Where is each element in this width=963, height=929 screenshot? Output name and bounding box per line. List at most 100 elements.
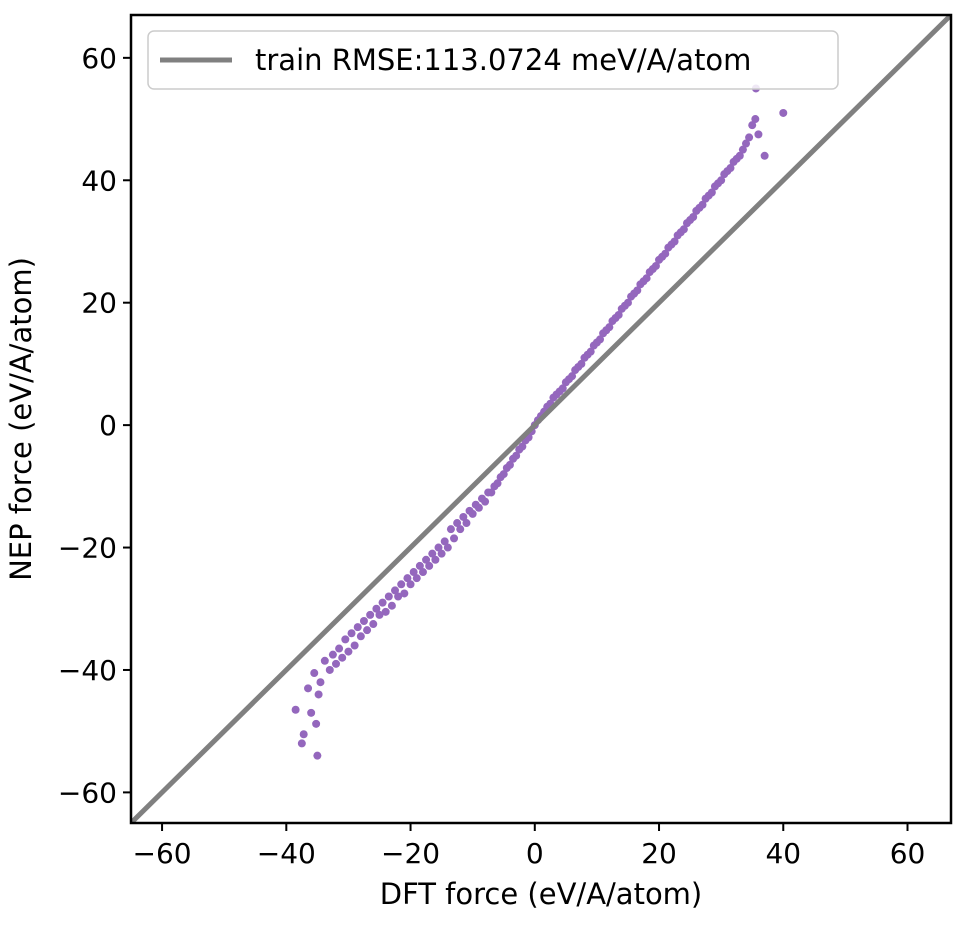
data-point [474, 503, 483, 512]
data-point [400, 589, 409, 598]
y-tick-label: 20 [81, 287, 117, 320]
data-point [397, 580, 406, 589]
data-point [313, 751, 322, 760]
x-tick-label: 40 [765, 837, 801, 870]
data-point [406, 580, 415, 589]
y-tick-label: −20 [58, 532, 117, 565]
data-point [738, 145, 747, 154]
data-point [698, 200, 707, 209]
data-point [568, 372, 577, 381]
data-point [422, 555, 431, 564]
y-tick-label: −60 [58, 776, 117, 809]
data-point [415, 561, 424, 570]
data-point [596, 335, 605, 344]
data-point [434, 543, 443, 552]
data-point [443, 543, 452, 552]
plot-frame [129, 13, 953, 825]
legend-label: train RMSE:113.0724 meV/A/atom [255, 43, 751, 77]
data-point [735, 151, 744, 160]
data-point [316, 678, 325, 687]
data-point [754, 130, 763, 139]
legend: train RMSE:113.0724 meV/A/atom [147, 30, 839, 90]
reference-line-layer [131, 15, 951, 823]
data-point [341, 635, 350, 644]
data-point [633, 286, 642, 295]
data-point [350, 641, 359, 650]
data-point [453, 519, 462, 528]
data-point [499, 470, 508, 479]
data-point [391, 586, 400, 595]
data-point [462, 519, 471, 528]
data-point [760, 151, 769, 160]
data-point [431, 555, 440, 564]
data-point [297, 739, 306, 748]
x-axis: −60 −40 −20 0 20 40 60 [133, 823, 926, 870]
data-point [359, 617, 368, 625]
y-axis: −60 −40 −20 0 20 40 60 [58, 42, 131, 809]
data-point [381, 607, 390, 616]
data-point [586, 347, 595, 356]
data-point [707, 188, 716, 197]
data-point [312, 719, 321, 728]
data-point [614, 310, 623, 319]
data-point [745, 133, 754, 142]
data-point [450, 534, 459, 543]
y-tick-label: 0 [99, 409, 117, 442]
data-point [363, 626, 372, 635]
data-point [425, 561, 434, 570]
data-point [338, 653, 347, 662]
data-point [468, 509, 477, 518]
data-point [353, 623, 362, 632]
data-point [558, 384, 567, 393]
data-point [689, 213, 698, 221]
data-point [356, 632, 365, 641]
x-tick-label: −20 [381, 837, 440, 870]
x-tick-label: −60 [133, 837, 192, 870]
data-point [456, 525, 465, 534]
legend-box [147, 30, 839, 90]
data-point [299, 730, 308, 739]
data-point [661, 249, 670, 258]
data-point [394, 592, 403, 601]
data-point [310, 669, 319, 678]
data-point [518, 442, 527, 451]
data-point [481, 497, 490, 506]
x-tick-label: 20 [641, 837, 677, 870]
data-point [412, 574, 421, 583]
data-point [487, 488, 496, 497]
data-point [605, 323, 614, 332]
data-point [304, 684, 313, 693]
data-point [332, 659, 340, 668]
x-tick-label: 60 [890, 837, 926, 870]
data-point [512, 451, 521, 460]
data-point [409, 568, 418, 577]
data-point [651, 261, 660, 270]
data-point [428, 549, 437, 558]
data-point [440, 537, 449, 546]
data-point [418, 568, 427, 577]
data-point [742, 139, 750, 148]
data-point [403, 574, 412, 583]
y-tick-label: 60 [81, 42, 117, 75]
data-point [726, 164, 735, 173]
data-point [291, 705, 300, 714]
x-tick-label: 0 [526, 837, 544, 870]
data-point [751, 115, 760, 124]
data-point [779, 108, 788, 117]
data-point [314, 690, 323, 699]
data-point [437, 549, 446, 558]
data-point [372, 604, 381, 613]
reference-line [131, 15, 951, 823]
data-point [369, 620, 378, 629]
data-point [387, 601, 396, 610]
data-point [378, 598, 387, 607]
data-point [623, 298, 632, 307]
data-point [493, 479, 502, 488]
x-tick-label: −40 [257, 837, 316, 870]
y-tick-label: −40 [58, 654, 117, 687]
data-point [446, 525, 455, 534]
data-point [375, 610, 384, 619]
data-point [459, 512, 468, 521]
